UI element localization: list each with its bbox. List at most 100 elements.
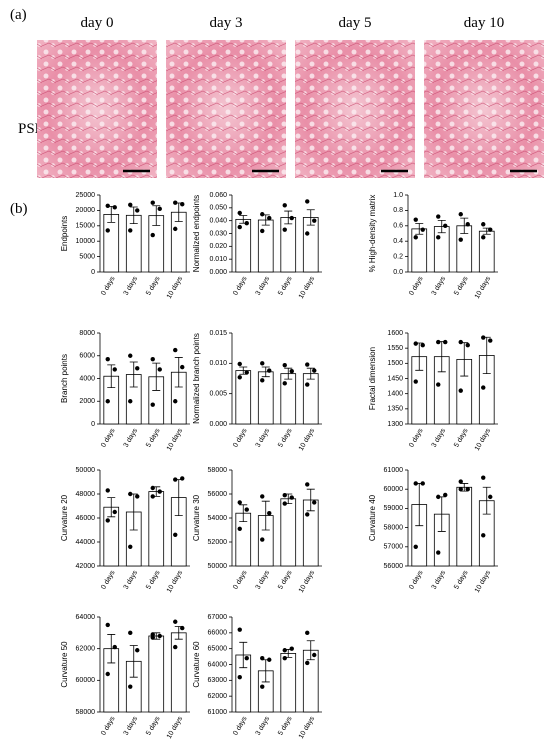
x-tick-label: 5 days: [277, 715, 294, 737]
y-axis-label: Fractal dimension: [368, 347, 377, 410]
data-point: [488, 338, 493, 343]
error-bar: [306, 640, 315, 661]
data-point: [150, 200, 155, 205]
error-bar-line: [107, 634, 116, 664]
y-tick-label: 64000: [76, 614, 96, 621]
error-bar: [152, 205, 161, 226]
data-point: [173, 644, 178, 650]
data-point: [458, 339, 463, 345]
y-tick-label: 60000: [76, 677, 96, 684]
y-tick-label: 6000: [79, 353, 95, 360]
data-point: [413, 544, 418, 549]
data-point: [112, 509, 117, 515]
y-tick-label: 0.050: [209, 205, 227, 212]
data-point: [488, 227, 493, 232]
x-tick-label: 10 days: [166, 275, 185, 300]
data-point: [436, 382, 441, 387]
data-point: [289, 495, 294, 500]
error-bar-line: [306, 209, 315, 226]
x-tick-label: 0 days: [100, 427, 117, 449]
y-axis-label: Endpoints: [60, 216, 69, 252]
data-point: [237, 674, 242, 680]
error-bar-line: [239, 641, 248, 669]
y-tick-label: 62000: [208, 693, 228, 700]
error-bar-line: [152, 362, 161, 391]
x-tick-label: 0 days: [100, 569, 117, 591]
error-bar: [239, 504, 248, 522]
y-tick-label: 58000: [76, 709, 96, 716]
y-tick-label: 56000: [208, 491, 228, 498]
data-point: [289, 646, 294, 651]
data-point: [282, 655, 287, 661]
y-tick-label: 61000: [384, 467, 404, 474]
x-tick-label: 10 days: [474, 275, 493, 300]
y-tick-label: 15000: [76, 223, 96, 230]
y-tick-label: 42000: [76, 563, 96, 570]
x-tick-label: 5 days: [145, 715, 162, 737]
data-point: [443, 223, 448, 228]
y-tick-label: 60000: [384, 486, 404, 493]
error-bar-line: [482, 486, 491, 515]
x-tick-label: 0 days: [232, 427, 249, 449]
data-point: [267, 368, 272, 373]
y-tick-label: 61000: [208, 709, 228, 716]
data-point: [312, 652, 317, 658]
image-label: day 0: [81, 15, 114, 31]
y-tick-label: 1.0: [393, 192, 403, 199]
data-point: [237, 526, 242, 531]
y-axis-label: Normalized branch points: [192, 333, 201, 424]
error-bar: [129, 645, 138, 678]
y-tick-label: 8000: [79, 330, 95, 337]
y-tick-label: 10000: [76, 238, 96, 245]
x-tick-label: 5 days: [145, 569, 162, 591]
data-point: [481, 335, 486, 340]
bar: [433, 226, 450, 273]
data-point: [150, 485, 155, 491]
x-tick-label: 10 days: [474, 427, 493, 452]
data-point: [244, 221, 249, 226]
error-bar: [152, 362, 161, 391]
x-tick-label: 3 days: [431, 569, 448, 591]
data-point: [244, 507, 249, 512]
y-tick-label: 0.8: [393, 207, 403, 214]
x-tick-label: 0 days: [232, 715, 249, 737]
error-bar-line: [261, 366, 270, 378]
data-point: [105, 356, 110, 362]
x-tick-label: 0 days: [100, 715, 117, 737]
micrograph-texture: [37, 40, 157, 178]
y-tick-label: 25000: [76, 192, 96, 199]
data-point: [413, 481, 418, 486]
y-tick-label: 66000: [208, 630, 228, 637]
error-bar-line: [129, 206, 138, 225]
y-tick-label: 0.015: [209, 330, 227, 337]
data-point: [413, 341, 418, 346]
y-axis-label: % High-density matrix: [368, 195, 377, 273]
data-point: [481, 533, 486, 538]
bar: [302, 217, 319, 273]
y-tick-label: 56000: [384, 563, 404, 570]
y-tick-label: 67000: [208, 614, 228, 621]
x-tick-label: 10 days: [474, 569, 493, 594]
data-point: [128, 630, 133, 636]
error-bar-line: [306, 488, 315, 512]
data-point: [135, 648, 140, 653]
data-point: [458, 212, 463, 217]
data-point: [282, 648, 287, 653]
data-point: [105, 622, 110, 628]
data-point: [465, 487, 470, 492]
data-point: [150, 232, 155, 238]
y-tick-label: 52000: [208, 539, 228, 546]
error-bar-line: [415, 223, 424, 235]
data-point: [173, 226, 178, 232]
micrograph-texture: [166, 40, 286, 178]
data-point: [157, 206, 162, 212]
data-point: [312, 218, 317, 223]
x-tick-label: 3 days: [255, 569, 272, 591]
x-tick-label: 3 days: [123, 275, 140, 297]
x-tick-label: 5 days: [453, 569, 470, 591]
y-tick-label: 1300: [387, 421, 403, 428]
data-point: [135, 208, 140, 213]
x-tick-label: 3 days: [123, 427, 140, 449]
